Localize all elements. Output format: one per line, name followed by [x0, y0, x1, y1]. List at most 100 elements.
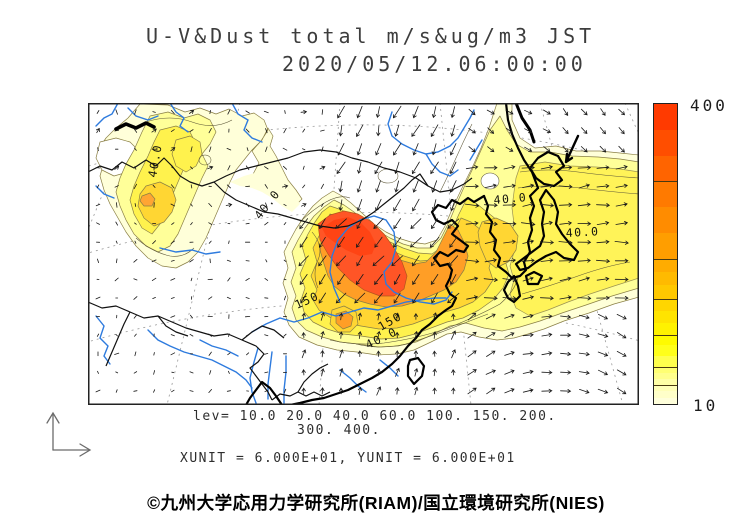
wind-vector — [265, 202, 268, 208]
wind-vector — [464, 203, 480, 208]
wind-vector — [373, 218, 384, 230]
wind-vector — [170, 110, 175, 114]
wind-vector — [450, 199, 456, 212]
wind-vector — [375, 143, 382, 156]
wind-vector — [134, 351, 137, 357]
unit-legend: XUNIT = 6.000E+01, YUNIT = 6.000E+01 — [180, 451, 516, 466]
wind-vector — [559, 221, 573, 226]
wind-vector — [134, 147, 137, 151]
wind-vector — [616, 314, 627, 320]
wind-vector — [357, 331, 362, 339]
wind-vector — [431, 292, 438, 304]
wind-vector — [560, 314, 572, 319]
wind-vector — [301, 369, 306, 376]
wind-vector — [467, 350, 477, 358]
wind-vector — [430, 274, 439, 286]
wind-vector — [559, 276, 572, 282]
wind-vector — [467, 331, 477, 339]
wind-vector — [245, 110, 250, 114]
wind-vector — [578, 183, 591, 189]
contour-level-legend-line1: lev= 10.0 20.0 40.0 60.0 100. 150. 200. — [193, 409, 557, 424]
wind-vector — [264, 221, 269, 226]
wind-vector — [376, 386, 382, 396]
wind-vector — [524, 146, 533, 152]
wind-vector — [451, 330, 456, 340]
wind-vector — [284, 110, 286, 114]
wind-vector — [431, 199, 437, 212]
wind-vector — [410, 218, 422, 230]
wind-vector — [96, 222, 100, 225]
wind-vector — [152, 297, 156, 299]
wind-vector — [596, 239, 610, 244]
wind-vector — [504, 332, 515, 338]
wind-vector — [170, 129, 175, 132]
wind-vector — [319, 165, 326, 170]
wind-vector — [541, 220, 553, 226]
wind-vector — [466, 295, 479, 300]
wind-vector — [283, 333, 287, 337]
wind-vector — [465, 165, 479, 170]
wind-vector — [283, 203, 287, 207]
wind-vector — [190, 314, 193, 319]
wind-vector — [577, 221, 592, 226]
coastlines-layer — [114, 103, 580, 405]
wind-vector — [395, 331, 400, 339]
wind-vector — [432, 312, 437, 321]
wind-vector — [116, 202, 118, 208]
wind-vectors-layer — [95, 105, 629, 396]
wind-vector — [227, 277, 231, 282]
wind-vector — [522, 314, 534, 319]
wind-vector — [245, 128, 250, 133]
wind-vector — [338, 180, 343, 193]
wind-vector — [522, 295, 535, 300]
wind-vector — [376, 368, 381, 377]
wind-vector — [484, 258, 498, 263]
wind-vector — [412, 143, 419, 156]
wind-vector — [339, 387, 344, 395]
contour-label: 40.0 — [493, 190, 528, 207]
wind-vector — [301, 203, 307, 207]
wind-vector — [96, 110, 100, 114]
wind-vector — [395, 367, 400, 377]
wind-vector — [431, 106, 437, 119]
wind-vector — [559, 202, 573, 207]
wind-vector — [115, 221, 118, 226]
wind-vector — [321, 146, 324, 152]
wind-vector — [207, 165, 214, 170]
wind-vector — [450, 106, 455, 119]
map-canvas: 40.0 40.0 150 40.0 40.0 150 40.0 — [88, 103, 639, 405]
wind-vector — [541, 276, 553, 281]
wind-vector — [487, 146, 495, 153]
wind-vector — [208, 296, 213, 300]
wind-vector — [357, 368, 362, 376]
wind-vector — [600, 108, 606, 116]
wind-vector — [227, 165, 231, 171]
wind-vector — [208, 222, 213, 225]
wind-vector — [486, 350, 496, 357]
wind-vector — [483, 296, 498, 301]
wind-vector — [284, 295, 286, 301]
wind-vector — [599, 127, 606, 135]
wind-vector — [283, 278, 287, 281]
wind-vector — [300, 109, 308, 115]
wind-vector — [577, 165, 592, 170]
wind-vector — [190, 184, 193, 189]
wind-vector — [226, 259, 231, 262]
wind-vector — [447, 218, 460, 229]
wind-vector — [580, 146, 588, 153]
wind-vector — [357, 312, 362, 321]
rivers-layer — [95, 103, 483, 404]
wind-vector — [414, 330, 419, 340]
wind-vector — [151, 128, 157, 133]
wind-vector — [376, 312, 381, 321]
wind-vector — [282, 147, 288, 151]
wind-vector — [226, 148, 232, 151]
contour-label: 40.0 — [565, 224, 599, 240]
wind-vector — [319, 274, 326, 285]
wind-vector — [246, 147, 249, 152]
wind-vector — [189, 371, 194, 374]
wind-vector — [376, 330, 381, 340]
wind-vector — [449, 143, 457, 156]
wind-vector — [302, 184, 306, 189]
wind-vector — [394, 161, 400, 175]
